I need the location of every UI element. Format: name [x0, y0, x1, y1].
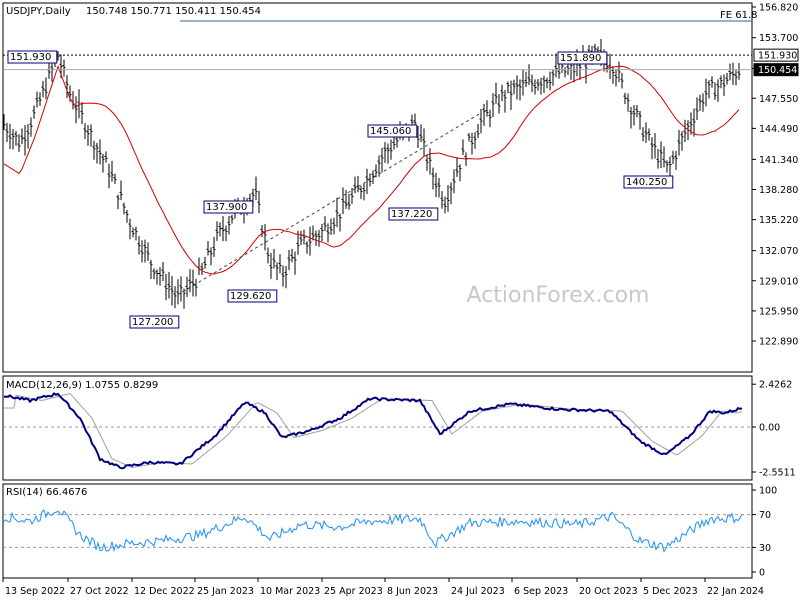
- fib-level-label: FE 61.8: [720, 10, 758, 21]
- rsi-y-tick-label: 100: [759, 486, 777, 497]
- x-tick-label: 24 Jul 2023: [451, 586, 505, 597]
- price-y-tick-label: 132.070: [759, 246, 798, 257]
- x-tick-label: 5 Dec 2023: [643, 586, 698, 597]
- annotation-box: [203, 200, 254, 214]
- rsi-y-tick-label: 30: [759, 543, 771, 554]
- annotation-box: [227, 289, 278, 303]
- annotation-box: [388, 207, 439, 221]
- chart-ohlc: 150.748 150.771 150.411 150.454: [86, 6, 261, 17]
- macd-title: MACD(12,26,9) 1.0755 0.8299: [6, 380, 158, 391]
- price-y-tick-label: 141.340: [759, 155, 798, 166]
- price-y-tick-label: 122.890: [759, 337, 798, 348]
- annotation-labels: FE 61.8 151.930 150.454 151.930 127.200 137.9…: [7, 10, 799, 329]
- moving-average-line: [3, 64, 740, 275]
- macd-panel-frame: [2, 375, 753, 481]
- macd-y-tick-label: 2.4262: [759, 380, 792, 391]
- price-y-tick-label: 147.550: [759, 94, 798, 105]
- annotation-label: 137.220: [391, 209, 432, 220]
- rsi-layer: [3, 509, 743, 553]
- annotation-box: [557, 51, 608, 65]
- resistance-price-tag: 151.930: [758, 51, 797, 62]
- trend-line: [177, 113, 481, 296]
- x-tick-label: 8 Jun 2023: [387, 586, 438, 597]
- annotation-label: 129.620: [230, 291, 271, 302]
- x-tick-label: 6 Sep 2023: [514, 586, 568, 597]
- panel-frames: [2, 2, 753, 579]
- annotation-label: 145.060: [370, 126, 411, 137]
- price-y-tick-label: 138.280: [759, 185, 798, 196]
- annotation-box: [129, 315, 180, 329]
- moving-average-layer: [3, 64, 740, 275]
- annotation-label: 151.890: [560, 53, 601, 64]
- rsi-panel-frame: [2, 483, 753, 579]
- x-tick-label: 27 Oct 2022: [70, 586, 129, 597]
- price-panel-frame: [2, 2, 753, 373]
- price-y-tick-label: 129.010: [759, 276, 798, 287]
- annotation-box: [367, 124, 418, 138]
- rsi-line: [3, 509, 743, 553]
- x-tick-label: 25 Jan 2023: [197, 586, 254, 597]
- current-price-tag-box: [753, 63, 799, 77]
- price-y-tick-label: 125.950: [759, 306, 798, 317]
- x-tick-label: 10 Mar 2023: [260, 586, 320, 597]
- annotation-label: 151.930: [10, 52, 51, 63]
- price-bars: [2, 39, 741, 309]
- rsi-y-tick-label: 70: [759, 510, 771, 521]
- price-y-tick-label: 135.220: [759, 215, 798, 226]
- macd-y-tick-label: -2.5511: [759, 468, 796, 479]
- annotation-label: 140.250: [626, 177, 667, 188]
- rsi-title: RSI(14) 66.4676: [6, 487, 87, 498]
- current-price-tag: 150.454: [758, 65, 797, 76]
- price-y-tick-label: 144.490: [759, 124, 798, 135]
- x-tick-label: 25 Apr 2023: [324, 586, 383, 597]
- annotation-box: [7, 50, 58, 64]
- watermark: ActionForex.com: [467, 283, 650, 308]
- overlays: [3, 20, 752, 296]
- macd-line: [3, 392, 743, 470]
- x-tick-label: 22 Jan 2024: [707, 586, 764, 597]
- watermark-layer: ActionForex.com: [467, 283, 650, 308]
- rsi-y-tick-label: 0: [759, 568, 765, 579]
- axes: 156.820153.700150.580147.550144.490141.3…: [2, 3, 798, 597]
- annotation-box: [623, 175, 674, 189]
- grid-lines: [3, 426, 752, 548]
- macd-layer: [3, 392, 743, 470]
- price-y-tick-label: 153.700: [759, 33, 798, 44]
- annotation-label: 127.200: [132, 317, 173, 328]
- x-tick-label: 13 Sep 2022: [5, 586, 65, 597]
- resistance-price-tag-box: [753, 48, 799, 62]
- macd-y-tick-label: 0.00: [759, 423, 780, 434]
- chart-symbol: USDJPY,Daily: [6, 6, 71, 17]
- annotation-label: 137.900: [206, 202, 247, 213]
- price-y-tick-label: 156.820: [759, 3, 798, 14]
- x-tick-label: 12 Dec 2022: [134, 586, 195, 597]
- x-tick-label: 20 Oct 2023: [579, 586, 638, 597]
